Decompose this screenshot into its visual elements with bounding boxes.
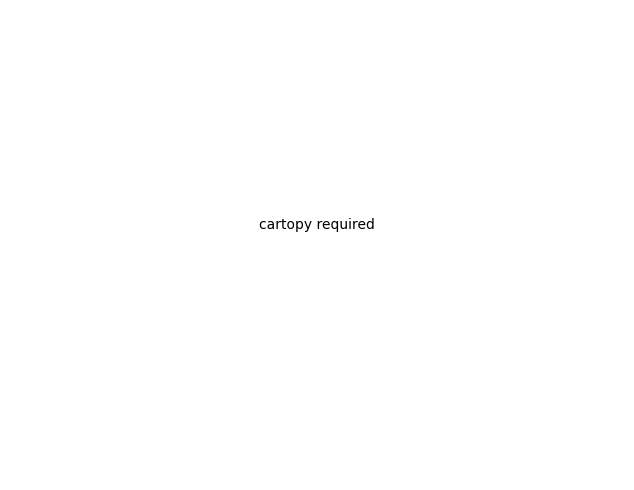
Text: cartopy required: cartopy required bbox=[259, 218, 375, 232]
